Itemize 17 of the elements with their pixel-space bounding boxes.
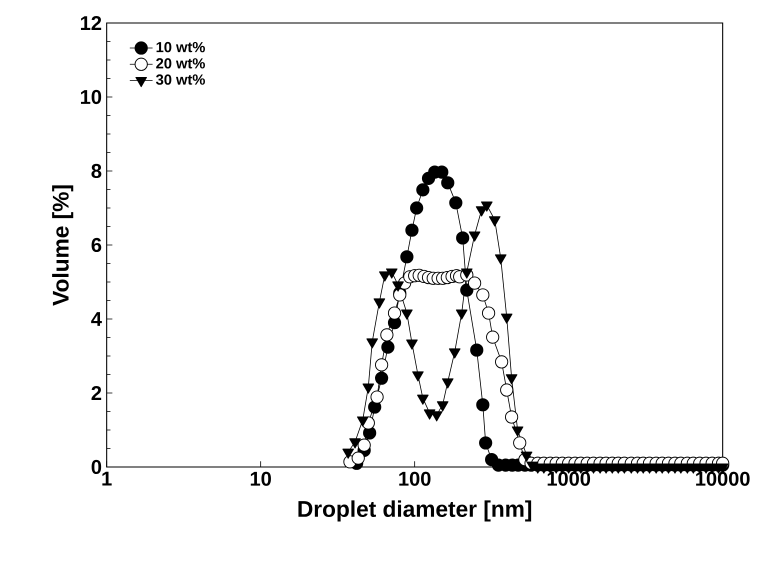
x-tick-label: 10 (250, 472, 271, 486)
y-tick-label: 10 (80, 90, 102, 104)
x-tick-label: 1 (102, 472, 112, 486)
y-tick-label: 4 (91, 312, 102, 326)
legend-label: 20 wt% (156, 58, 205, 69)
legend-label: 10 wt% (156, 42, 205, 52)
y-tick-label: 8 (91, 164, 102, 178)
y-tick-label: 6 (92, 238, 102, 252)
y-tick-label: 2 (92, 386, 102, 400)
x-tick-label: 1000 (548, 472, 590, 486)
y-axis-title: Volume [%] (52, 185, 74, 306)
y-tick-label: 12 (80, 16, 102, 30)
legend-label: 30 wt% (156, 74, 205, 85)
y-tick-label: 0 (92, 460, 102, 474)
x-tick-label: 10000 (696, 472, 750, 486)
x-axis-title: Droplet diameter [nm] (298, 500, 532, 522)
x-tick-label: 100 (399, 472, 431, 486)
